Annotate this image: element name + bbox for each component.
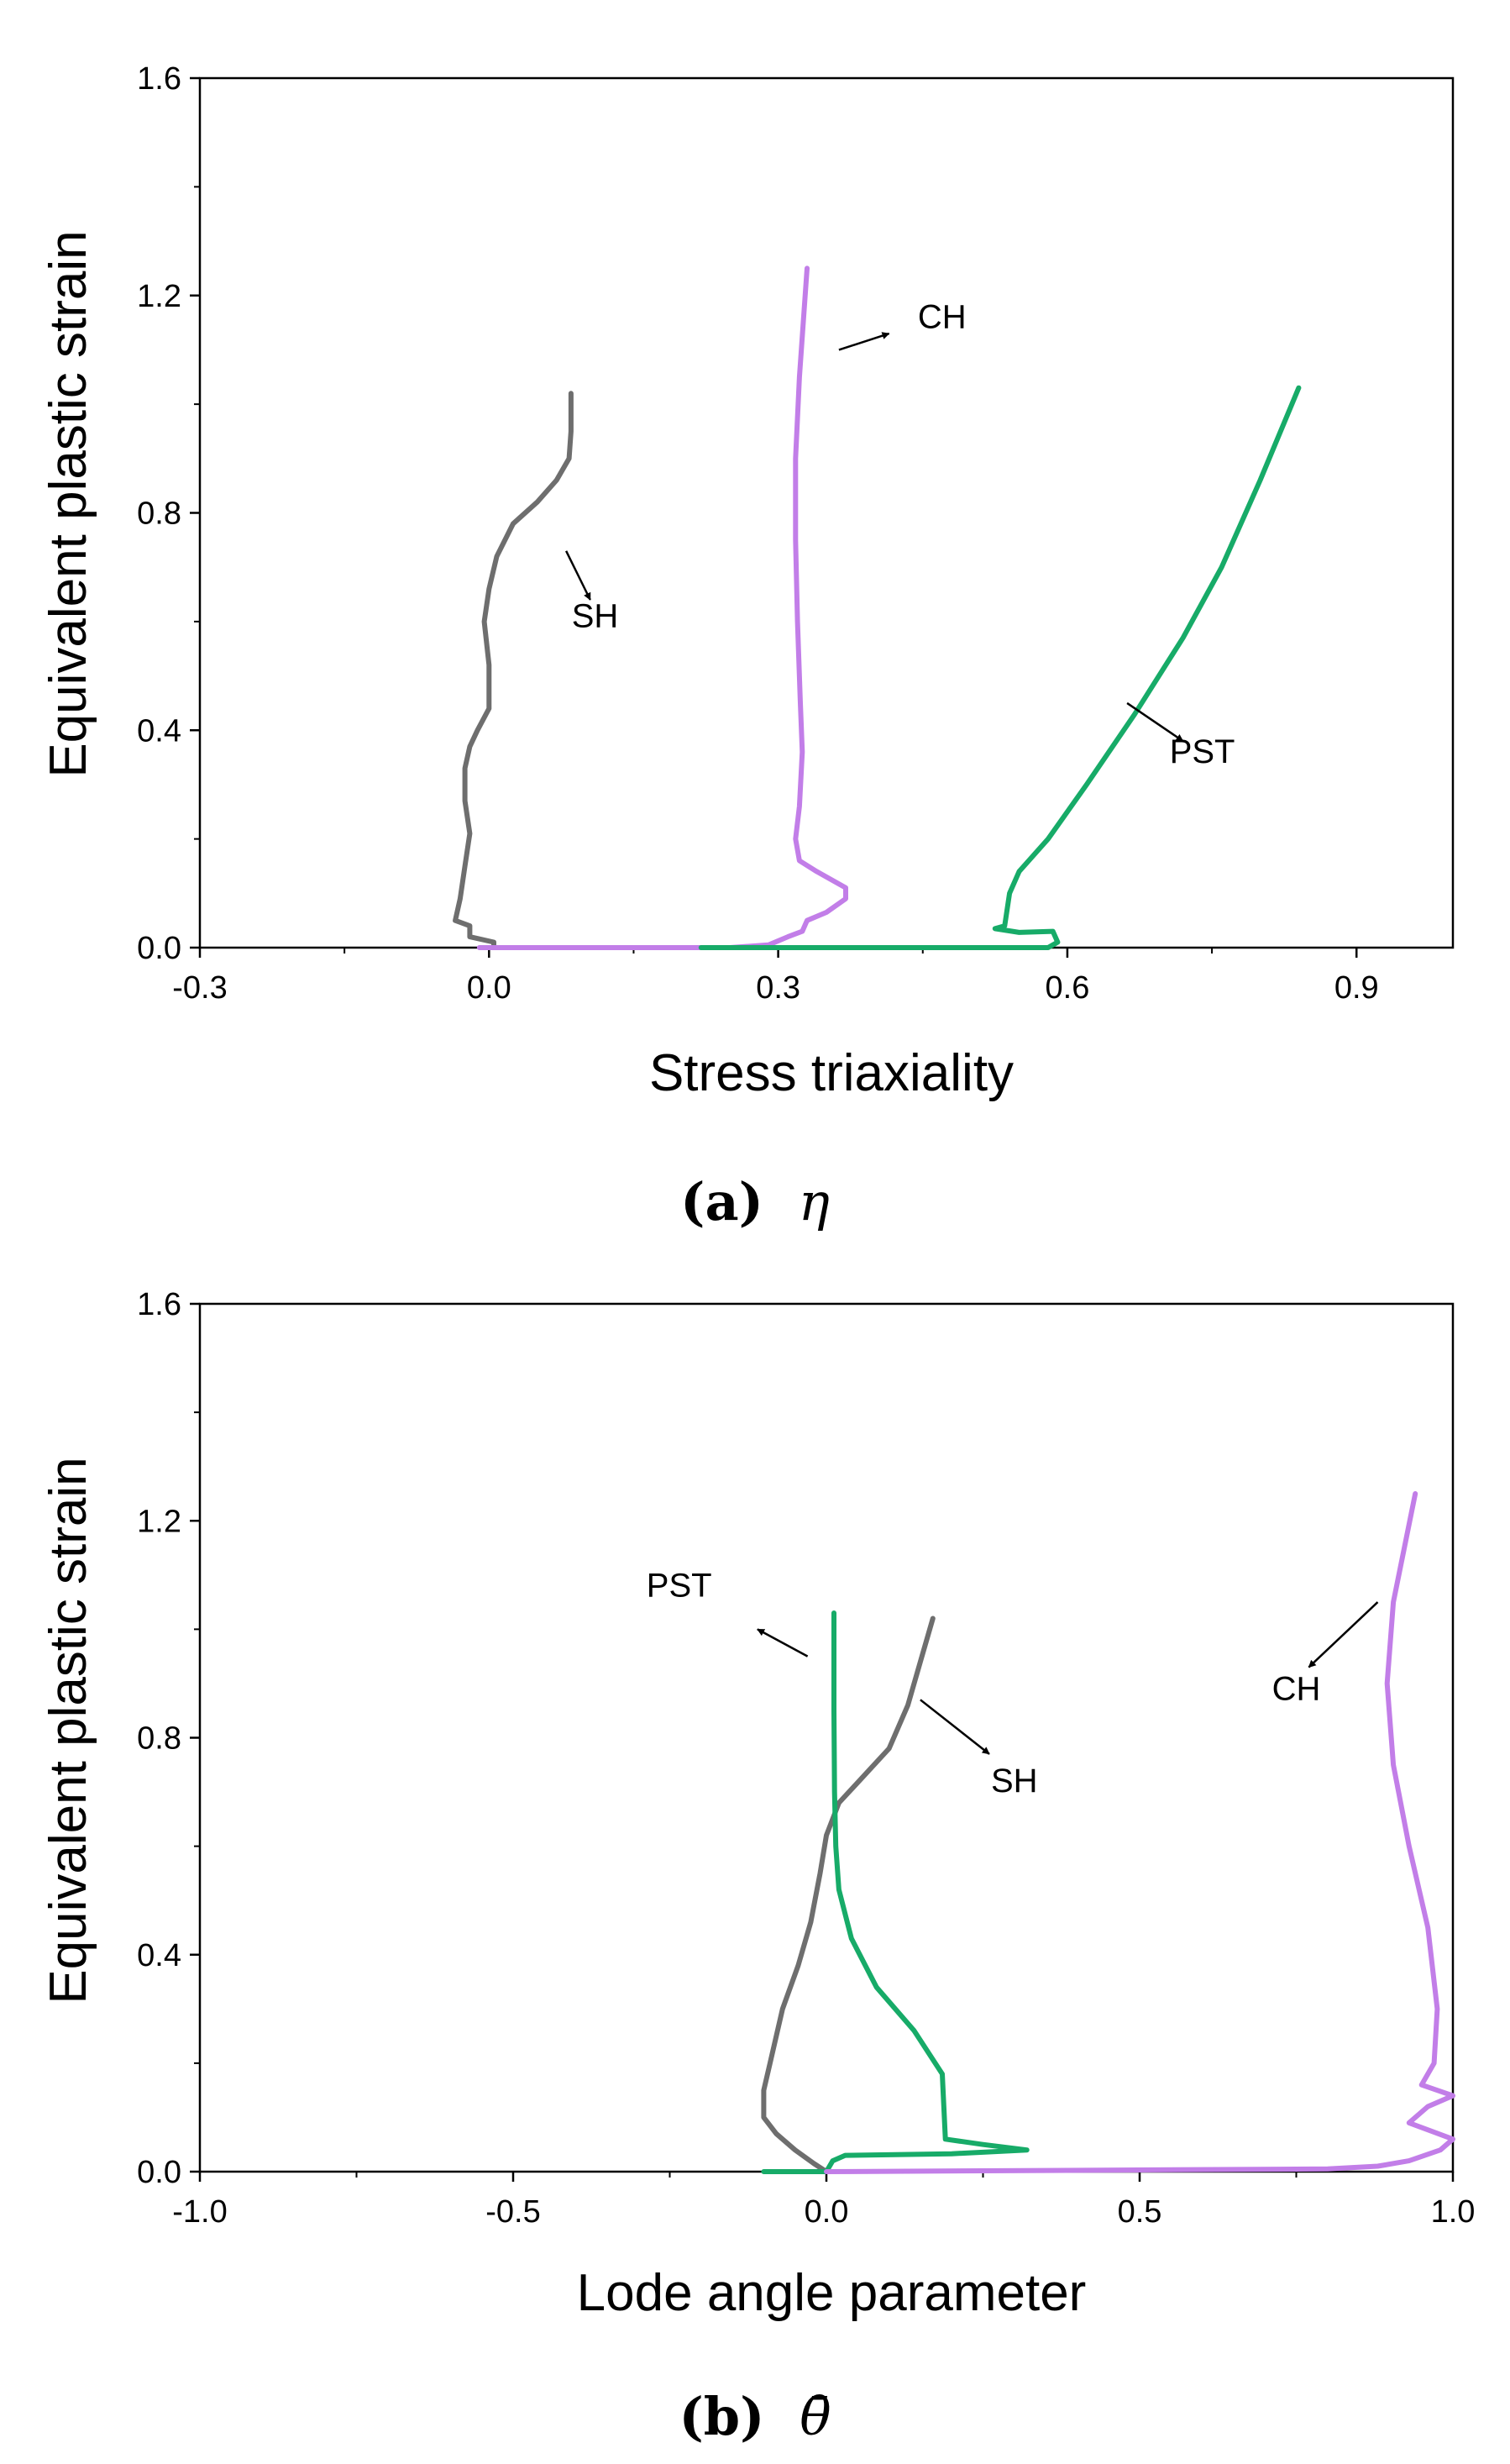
x-tick-label: 0.5 <box>1118 2194 1162 2230</box>
caption-letter: (b) <box>679 2386 764 2447</box>
y-tick-label: 0.4 <box>137 713 181 749</box>
annotation-arrow <box>565 550 591 601</box>
y-axis-title: Equivalent plastic strain <box>39 1457 97 2004</box>
annotation-label-ch: CH <box>918 299 967 336</box>
annotation-arrow <box>838 332 890 351</box>
annotation-arrow <box>1126 701 1184 743</box>
x-axis-title: Lode angle parameter <box>577 2264 1087 2322</box>
x-tick-label: 0.6 <box>1046 970 1090 1006</box>
annotation-label-ch: CH <box>1272 1670 1321 1707</box>
y-tick-label: 1.6 <box>137 1287 181 1322</box>
panel-a-stress-triaxiality: Equivalent plastic strain Stress triaxia… <box>39 61 1455 1232</box>
series-line-ch <box>476 265 848 950</box>
y-tick-label: 1.6 <box>137 61 181 97</box>
annotation-arrow <box>1308 1601 1379 1668</box>
y-tick-label: 1.2 <box>137 1504 181 1539</box>
plot-frame <box>198 76 1455 949</box>
caption-symbol: η <box>799 1171 830 1232</box>
y-tick-label: 0.8 <box>137 1721 181 1757</box>
annotation-label-sh: SH <box>572 597 619 634</box>
y-tick-label: 0.0 <box>137 931 181 966</box>
x-tick-label: -0.5 <box>485 2194 540 2230</box>
x-tick-label: -0.3 <box>172 970 227 1006</box>
series-line-pst <box>761 1610 1030 2174</box>
series-line-pst <box>698 385 1302 950</box>
x-tick-label: 0.9 <box>1334 970 1379 1006</box>
annotation-label-pst: PST <box>1170 733 1235 770</box>
y-tick-label: 0.8 <box>137 496 181 532</box>
caption-symbol: θ̄ <box>800 2386 831 2447</box>
annotation-label-sh: SH <box>991 1763 1038 1799</box>
x-tick-label: 0.3 <box>756 970 800 1006</box>
series-line-ch <box>824 1491 1455 2174</box>
annotation-arrow <box>757 1628 809 1658</box>
series-line-sh <box>761 1616 936 2174</box>
caption-letter: (a) <box>680 1171 763 1232</box>
plot-frame <box>198 1302 1455 2173</box>
panel-caption: (b) θ̄ <box>679 2386 831 2447</box>
x-tick-label: -1.0 <box>172 2194 227 2230</box>
x-tick-label: 0.0 <box>805 2194 849 2230</box>
annotation-label-pst: PST <box>647 1568 712 1605</box>
y-tick-label: 1.2 <box>137 279 181 314</box>
y-tick-label: 0.0 <box>137 2155 181 2190</box>
y-axis-title: Equivalent plastic strain <box>39 230 97 777</box>
annotation-arrow <box>920 1699 990 1755</box>
panel-b-lode-angle: Equivalent plastic strain Lode angle par… <box>39 1287 1475 2447</box>
x-tick-label: 1.0 <box>1431 2194 1476 2230</box>
x-tick-label: 0.0 <box>467 970 511 1006</box>
series-line-sh <box>453 391 574 950</box>
panel-caption: (a) η <box>680 1171 830 1232</box>
y-tick-label: 0.4 <box>137 1938 181 1973</box>
x-axis-title: Stress triaxiality <box>649 1044 1014 1102</box>
